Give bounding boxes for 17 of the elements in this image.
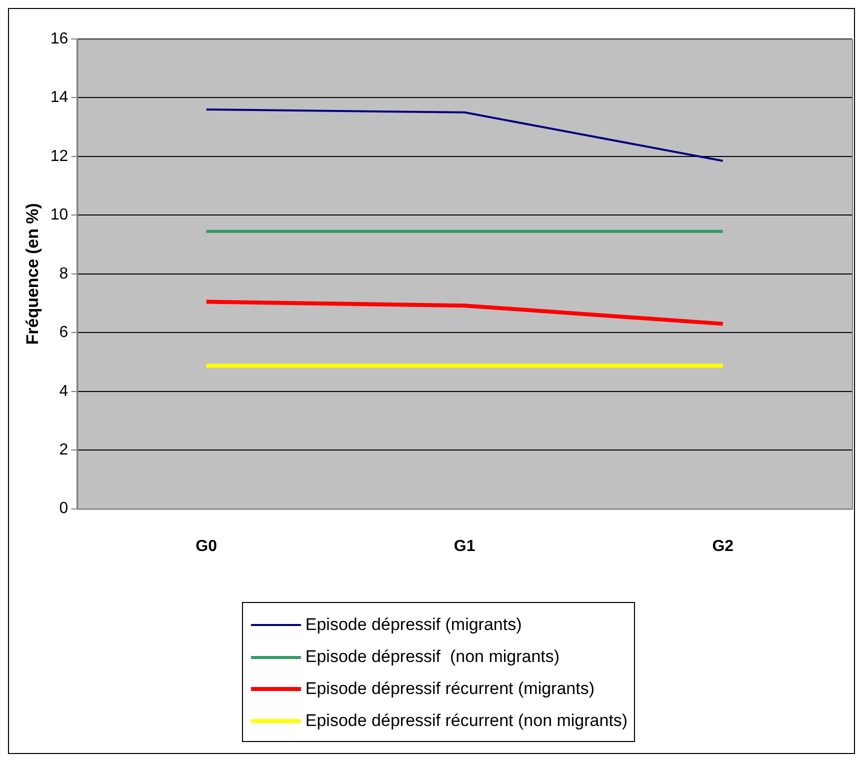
legend-label: Episode dépressif récurrent (migrants) [305, 679, 595, 699]
legend-label: Episode dépressif récurrent (non migrants) [305, 711, 628, 731]
y-tick-label: 6 [59, 324, 68, 342]
y-tick-label: 8 [59, 265, 68, 282]
y-tick-label: 4 [59, 382, 68, 400]
y-tick-label: 12 [50, 148, 68, 165]
y-tick-label: 14 [50, 89, 68, 106]
y-tick-label: 10 [50, 206, 68, 224]
x-tick-label: G2 [712, 538, 734, 555]
legend-label: Episode dépressif (migrants) [305, 615, 522, 635]
legend-label: Episode dépressif (non migrants) [305, 647, 560, 667]
y-tick-label: 0 [59, 500, 68, 518]
x-tick-label: G1 [454, 538, 476, 555]
y-tick-label: 16 [50, 30, 68, 48]
x-tick-label: G0 [196, 538, 218, 555]
y-axis-title: Fréquence (en %) [22, 203, 42, 345]
y-tick-label: 2 [59, 441, 68, 458]
